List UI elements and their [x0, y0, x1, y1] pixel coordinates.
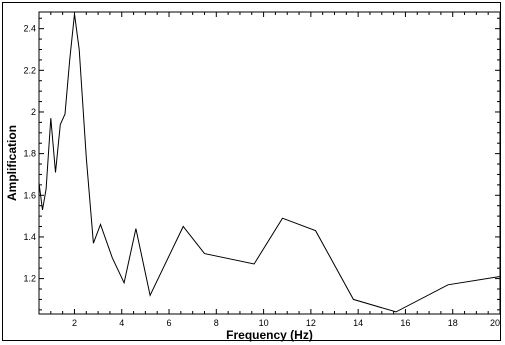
x-tick-label: 18 [448, 318, 458, 328]
plot-area-border [38, 11, 501, 315]
y-tick-label: 1.8 [23, 149, 36, 159]
x-tick-label: 2 [72, 318, 77, 328]
x-axis-title: Frequency (Hz) [226, 328, 313, 342]
x-tick-label: 14 [353, 318, 363, 328]
x-tick-label: 12 [306, 318, 316, 328]
y-tick-label: 2 [31, 107, 36, 117]
y-tick-label: 1.6 [23, 190, 36, 200]
series [38, 14, 501, 313]
y-tick-label: 1.4 [23, 232, 36, 242]
x-tick-label: 4 [119, 318, 124, 328]
amplification-chart: 2 4 6 8 10 12 14 16 18 20 1.2 1.4 1.6 1.8 2 2.2 2.4 Freq… [5, 11, 501, 342]
tick-marks [39, 12, 501, 314]
series-line [38, 14, 501, 313]
x-tick-label: 6 [167, 318, 172, 328]
x-tick-label: 16 [400, 318, 410, 328]
y-tick-label: 2.4 [23, 24, 36, 34]
y-tick-label: 2.2 [23, 65, 36, 75]
axes [38, 11, 501, 315]
y-tick-label: 1.2 [23, 274, 36, 284]
x-tick-label: 10 [259, 318, 269, 328]
chart-frame: 2 4 6 8 10 12 14 16 18 20 1.2 1.4 1.6 1.8 2 2.2 2.4 Freq… [2, 2, 501, 342]
x-tick-label: 8 [214, 318, 219, 328]
x-tick-label: 20 [490, 318, 500, 328]
y-axis-title: Amplification [5, 125, 19, 201]
tick-labels: 2 4 6 8 10 12 14 16 18 20 1.2 1.4 1.6 1.8 2 2.2 2.4 [23, 24, 500, 328]
